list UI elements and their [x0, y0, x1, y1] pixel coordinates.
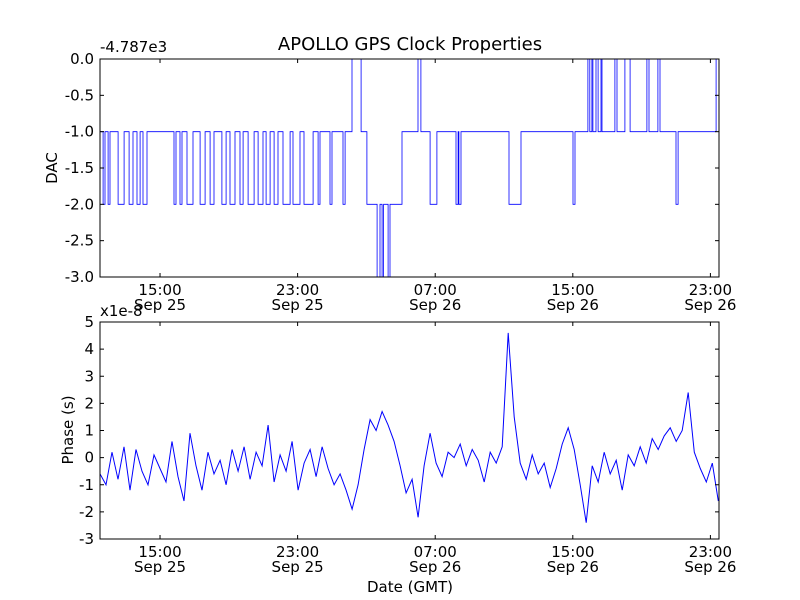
dac-xtick-time-label: 07:00 [414, 281, 457, 299]
dac-xtick-time-label: 15:00 [138, 281, 181, 299]
phase-ylabel: Phase (s) [59, 395, 77, 464]
dac-xtick-date-label: Sep 25 [272, 296, 324, 314]
phase-xtick-time-label: 15:00 [138, 543, 181, 561]
dac-xtick-time-label: 23:00 [689, 281, 732, 299]
dac-ytick-label: -0.5 [65, 86, 94, 104]
phase-offset-label: x1e-8 [100, 302, 143, 320]
phase-axes-frame [99, 321, 720, 540]
phase-ytick-label: 3 [84, 367, 94, 385]
phase-xtick-time-label: 07:00 [414, 543, 457, 561]
dac-ytick-label: -1.5 [65, 159, 94, 177]
dac-ytick-label: 0.0 [70, 50, 94, 68]
dac-ylabel: DAC [43, 152, 61, 184]
dac-series-line [100, 58, 719, 278]
dac-axes-frame [99, 58, 720, 278]
phase-ytick-label: -1 [79, 476, 94, 494]
phase-xtick-date-label: Sep 25 [134, 558, 186, 576]
phase-xtick-time-label: 23:00 [276, 543, 319, 561]
dac-xtick-time-label: 15:00 [551, 281, 594, 299]
dac-ytick-label: -3.0 [65, 268, 94, 286]
dac-xtick-date-label: Sep 26 [409, 296, 461, 314]
phase-ytick-label: 4 [84, 340, 94, 358]
dac-ytick-label: -1.0 [65, 123, 94, 141]
dac-offset-label: -4.787e3 [100, 38, 167, 56]
phase-series-line [100, 332, 719, 523]
phase-ytick-label: 1 [84, 422, 94, 440]
phase-ytick-label: -3 [79, 530, 94, 548]
phase-ytick-label: 0 [84, 449, 94, 467]
phase-xtick-date-label: Sep 26 [684, 558, 736, 576]
phase-xtick-time-label: 15:00 [551, 543, 594, 561]
phase-xtick-date-label: Sep 26 [409, 558, 461, 576]
phase-ytick-label: -2 [79, 503, 94, 521]
phase-xtick-time-label: 23:00 [689, 543, 732, 561]
phase-ytick-label: 2 [84, 394, 94, 412]
phase-xtick-date-label: Sep 26 [547, 558, 599, 576]
dac-ytick-label: -2.5 [65, 232, 94, 250]
phase-xtick-date-label: Sep 25 [272, 558, 324, 576]
x-axis-label: Date (GMT) [367, 578, 453, 596]
dac-xtick-time-label: 23:00 [276, 281, 319, 299]
phase-plot-background [100, 322, 719, 539]
phase-ytick-label: 5 [84, 313, 94, 331]
dac-xtick-date-label: Sep 25 [134, 296, 186, 314]
dac-xtick-date-label: Sep 26 [684, 296, 736, 314]
chart-title: APOLLO GPS Clock Properties [278, 34, 542, 55]
dac-xtick-date-label: Sep 26 [547, 296, 599, 314]
dac-plot-background [100, 59, 719, 277]
dac-ytick-label: -2.0 [65, 195, 94, 213]
